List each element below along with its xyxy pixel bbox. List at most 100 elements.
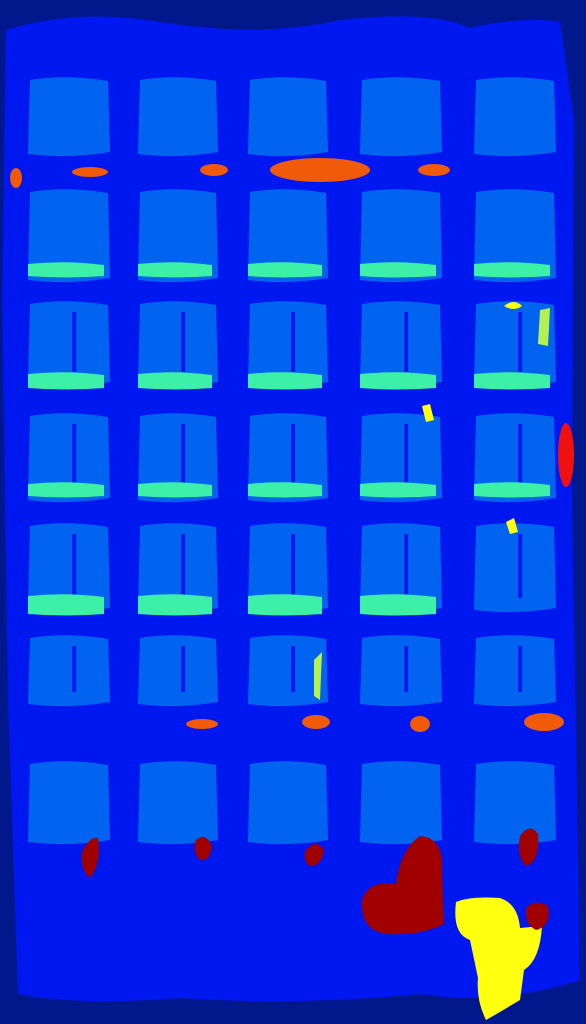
window-mullion [291,312,296,372]
red-region-large [361,836,444,935]
window-mullion [518,424,523,488]
ledge-mark [10,168,22,188]
window-r5-c4 [360,523,442,613]
ledge-mark [524,713,564,731]
window-mullion [404,424,409,488]
ledge-mark [270,158,370,182]
sill-stripe [28,262,104,278]
window-r7-c3 [248,761,328,845]
sill-stripe [248,594,322,616]
window-mullion [518,312,523,372]
sill-stripes [28,262,550,616]
window-r7-c5 [474,761,556,845]
window-mullion [291,534,296,598]
window-r3-c3 [248,301,328,387]
lime-region-2 [314,652,322,700]
sill-stripe [474,482,550,498]
yellow-fleck-1 [504,302,522,309]
window-mullion [404,646,409,692]
window-r1-c4 [360,77,442,157]
window-r5-c5 [474,523,556,613]
yellow-fleck-2 [422,404,434,422]
window-mullion [291,646,296,692]
window-mullion [181,646,186,692]
region-blobs [81,302,574,1020]
window-r2-c5 [474,189,556,283]
sill-stripe [28,372,104,390]
window-r6-c4 [360,635,442,707]
sill-stripe [360,594,436,616]
window-r4-c4 [360,413,442,503]
sill-stripe [360,262,436,278]
sill-stripe [138,262,212,278]
ledge-mark [302,715,330,729]
window-mullion [72,646,77,692]
window-r7-c2 [138,761,218,845]
red-region-small-4 [518,828,539,866]
sill-stripe [474,262,550,278]
window-r1-c5 [474,77,556,157]
window-mullion [181,534,186,598]
yellow-fleck-3 [506,518,518,534]
window-r5-c1 [28,523,110,613]
ledge-mark [410,716,430,732]
ledge-mark [72,167,108,177]
window-mullion [518,646,523,692]
sill-stripe [138,372,212,390]
window-mullion [518,534,523,598]
window-mullion [72,424,77,488]
window-r7-c1 [28,761,110,845]
bright-red-region [558,423,574,487]
sill-stripe [28,594,104,616]
window-r5-c2 [138,523,218,613]
window-r5-c3 [248,523,328,613]
window-mullion [404,312,409,372]
ledge-marks [10,158,564,732]
sill-stripe [360,482,436,498]
window-r4-c2 [138,413,218,503]
window-r3-c5 [474,301,556,387]
sill-stripe [248,372,322,390]
window-r2-c3 [248,189,328,283]
sill-stripe [248,482,322,498]
sill-stripe [138,482,212,498]
sill-stripe [28,482,104,498]
red-region-small-3 [304,844,324,866]
yellow-region [455,897,542,1020]
window-r2-c4 [360,189,442,283]
sill-stripe [360,372,436,390]
window-mullion [181,424,186,488]
window-mullion [72,312,77,372]
window-r1-c2 [138,77,218,157]
red-region-small-1 [81,837,99,878]
window-mullion [404,534,409,598]
window-grid [28,77,556,845]
window-r6-c3 [248,635,328,707]
window-r4-c3 [248,413,328,503]
window-r1-c3 [248,77,328,157]
window-mullion [181,312,186,372]
window-r2-c2 [138,189,218,283]
window-mullion [291,424,296,488]
red-region-small-5 [525,902,549,930]
window-r4-c1 [28,413,110,503]
window-r3-c2 [138,301,218,387]
window-r4-c5 [474,413,556,503]
window-r3-c4 [360,301,442,387]
window-r6-c1 [28,635,110,707]
window-r3-c1 [28,301,110,387]
window-r7-c4 [360,761,442,845]
lime-region-1 [538,308,550,346]
window-r6-c5 [474,635,556,707]
window-r2-c1 [28,189,110,283]
window-mullion [72,534,77,598]
window-r1-c1 [28,77,110,157]
ledge-mark [200,164,228,176]
ledge-mark [186,719,218,729]
sill-stripe [248,262,322,278]
red-region-small-2 [194,837,212,861]
sill-stripe [138,594,212,616]
window-r6-c2 [138,635,218,707]
sill-stripe [474,372,550,390]
